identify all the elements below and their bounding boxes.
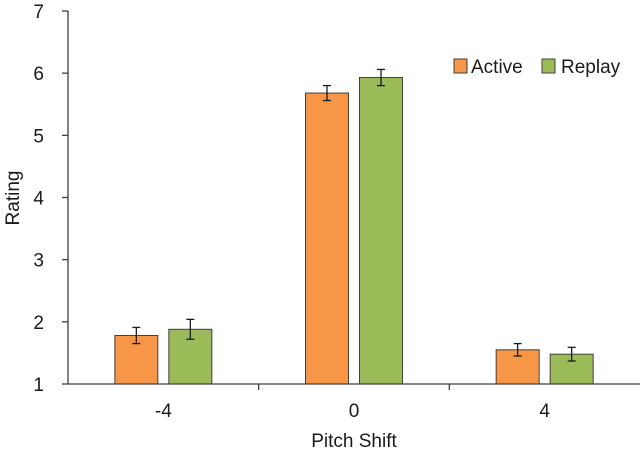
y-axis-title: Rating bbox=[3, 171, 24, 226]
y-tick-label: 6 bbox=[33, 64, 44, 85]
x-tick-label: 4 bbox=[539, 401, 550, 422]
bars-layer bbox=[114, 68, 594, 385]
legend-swatch-replay bbox=[541, 58, 556, 74]
legend-label-replay: Replay bbox=[561, 57, 621, 78]
x-tick-label: -4 bbox=[155, 401, 172, 422]
y-tick-label: 7 bbox=[33, 2, 44, 23]
bar-replay bbox=[359, 77, 403, 385]
x-tick-label: 0 bbox=[349, 401, 360, 422]
y-tick-label: 2 bbox=[33, 313, 44, 334]
legend: Active Replay bbox=[453, 57, 621, 78]
ticks-layer: 1 2 3 4 5 6 7 -4 0 4 bbox=[33, 2, 550, 422]
bar-active bbox=[305, 92, 349, 385]
legend-swatch-active bbox=[453, 58, 468, 74]
y-tick-label: 5 bbox=[33, 126, 44, 147]
y-tick-label: 1 bbox=[33, 375, 44, 396]
x-axis-title: Pitch Shift bbox=[311, 431, 397, 452]
y-tick-label: 3 bbox=[33, 251, 44, 272]
legend-label-active: Active bbox=[471, 57, 523, 78]
y-tick-label: 4 bbox=[33, 189, 44, 210]
